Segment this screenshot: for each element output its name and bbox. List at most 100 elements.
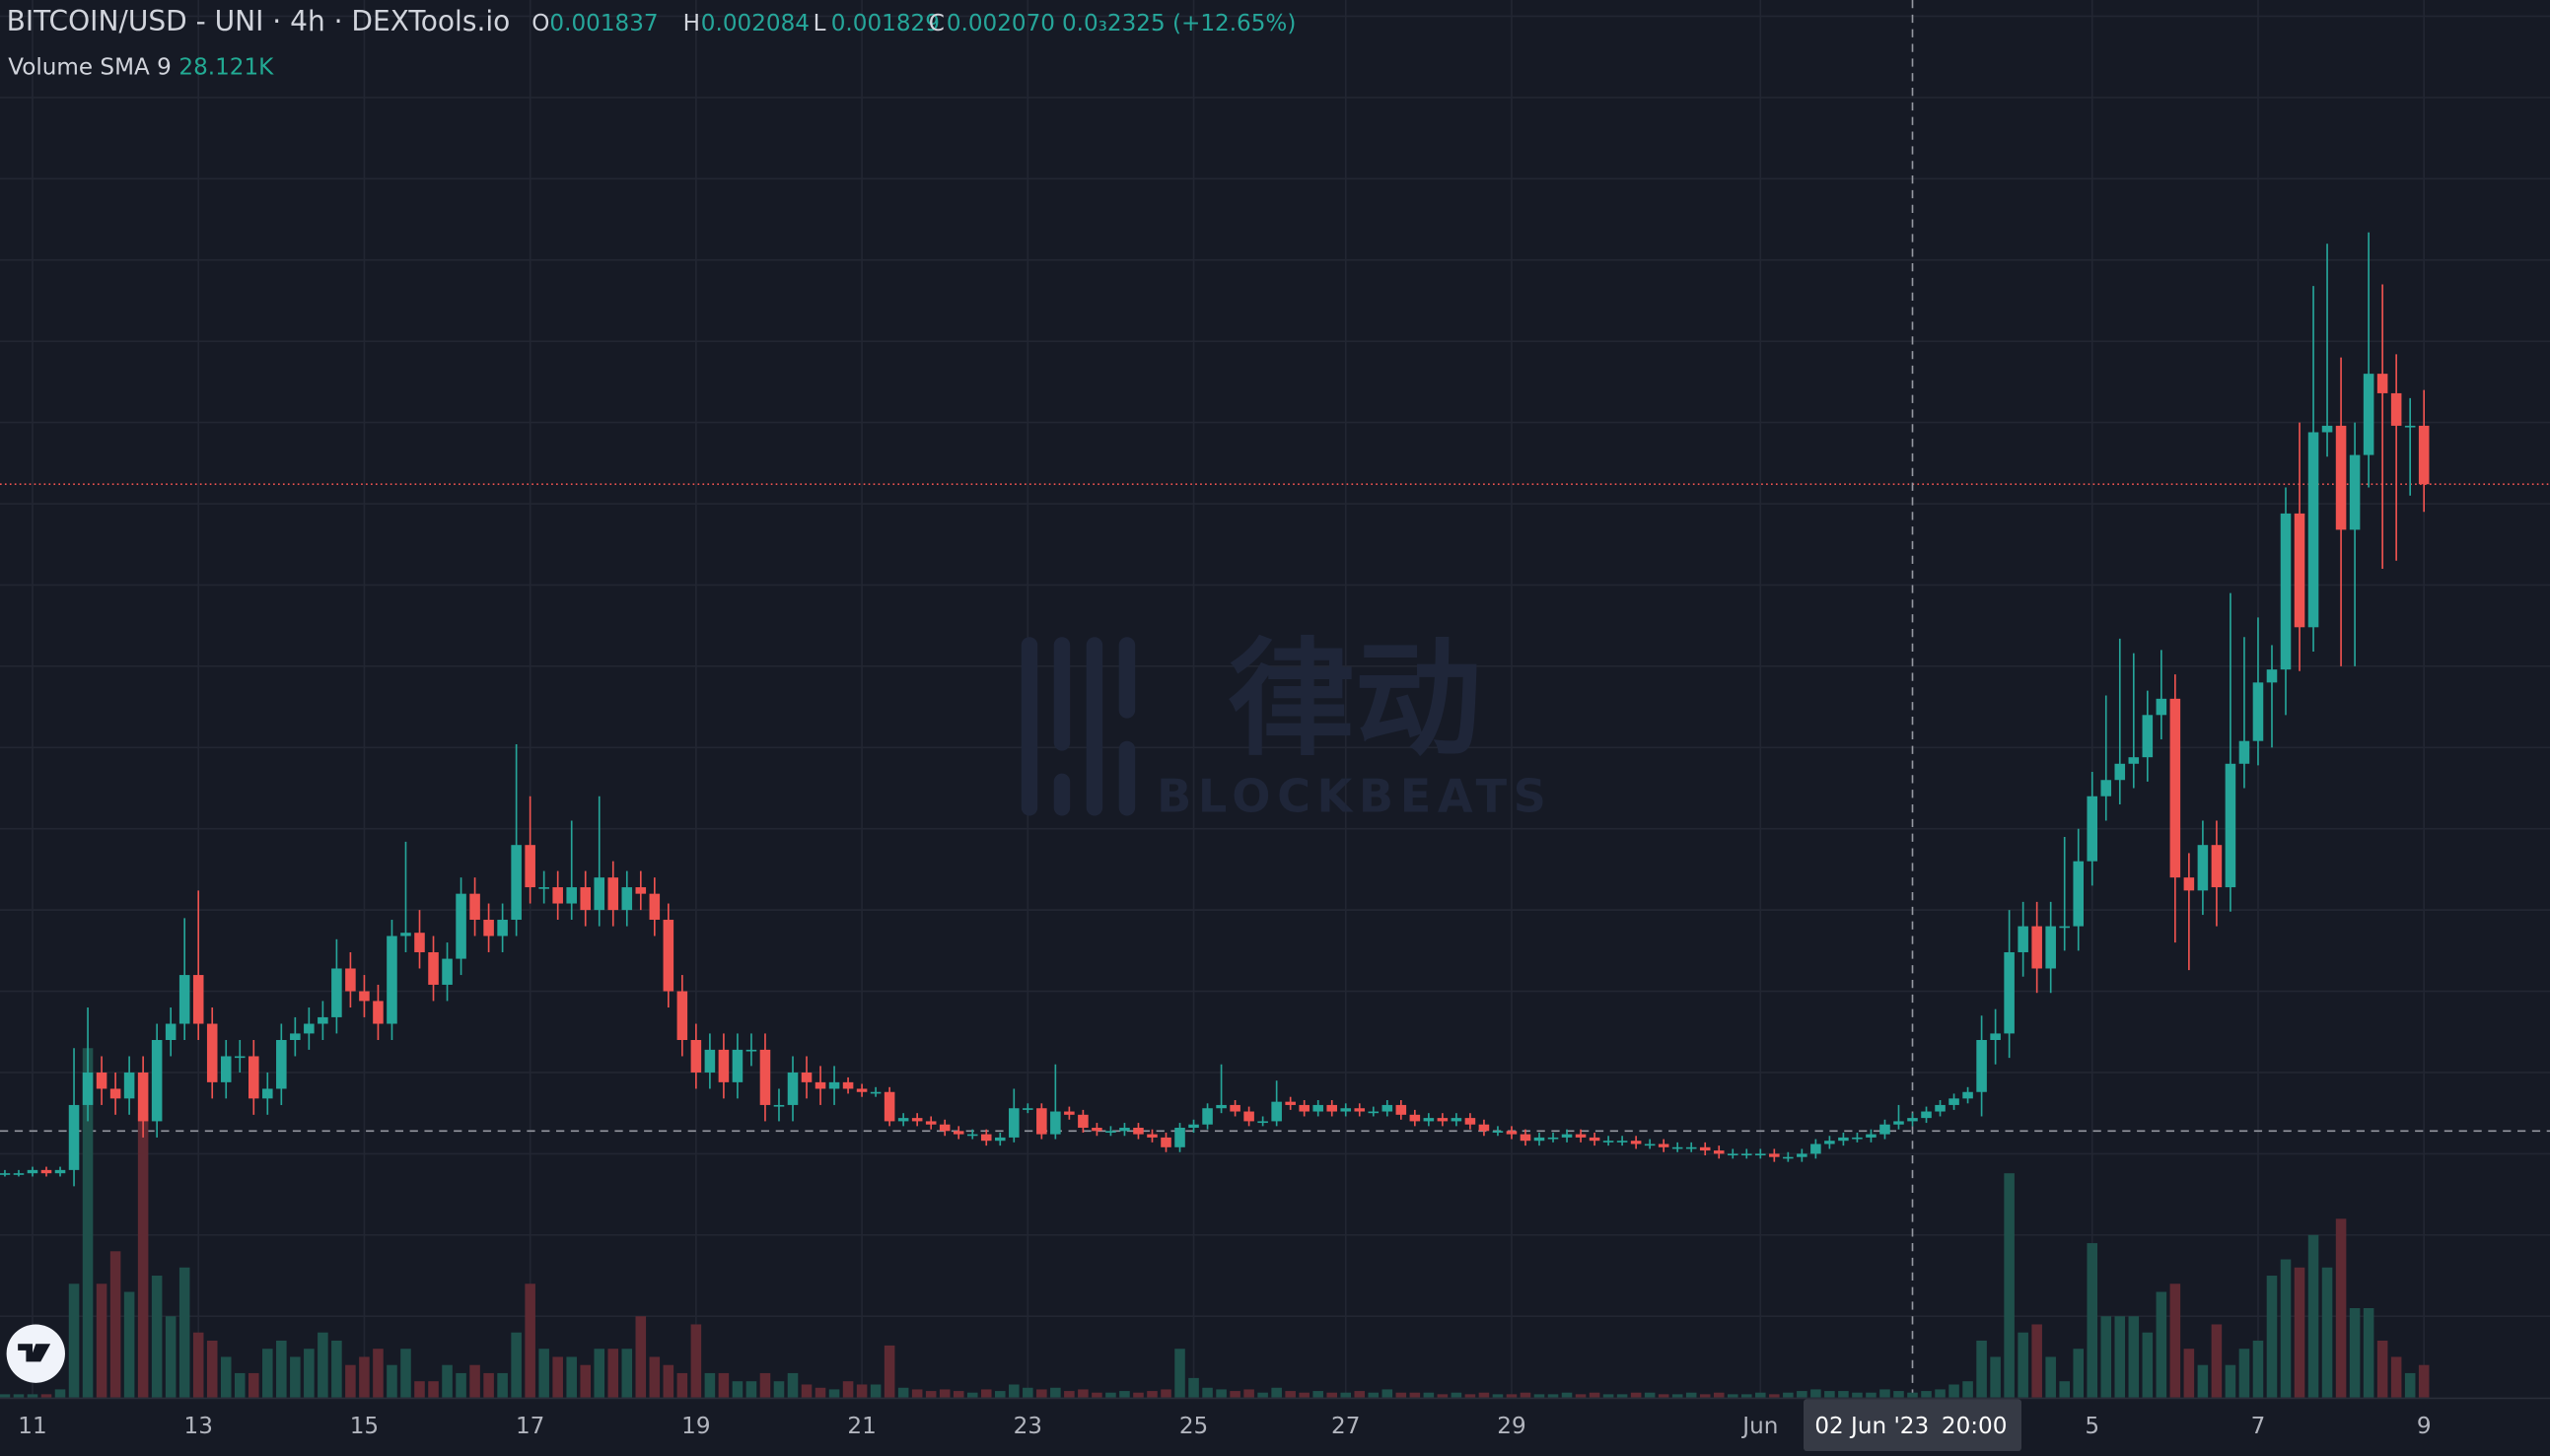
volume-label: Volume SMA 9 — [8, 55, 172, 81]
crosshair-date: 02 Jun '23 — [1814, 1414, 1929, 1439]
candle-body — [773, 1104, 785, 1107]
volume-bar — [1699, 1394, 1711, 1398]
candle-body — [2349, 454, 2361, 530]
volume-bar — [359, 1356, 370, 1398]
candle-body — [1810, 1144, 1821, 1154]
volume-bar — [815, 1387, 826, 1398]
volume-bar — [483, 1372, 494, 1398]
candle-body — [1326, 1104, 1338, 1112]
candle-body — [621, 887, 633, 911]
candle-body — [1948, 1098, 1959, 1105]
volume-bar — [68, 1283, 80, 1398]
candle-body — [1602, 1141, 1614, 1143]
candle-body — [911, 1118, 923, 1122]
volume-bar — [123, 1291, 135, 1398]
volume-bar — [1685, 1392, 1697, 1398]
candle-body — [1921, 1111, 1932, 1119]
candle-body — [483, 920, 494, 936]
volume-bar — [2100, 1316, 2112, 1398]
candle-body — [1824, 1141, 1835, 1144]
volume-bar — [759, 1372, 771, 1398]
candle-body — [2335, 425, 2347, 530]
candle-body — [718, 1049, 730, 1082]
candle-body — [1230, 1104, 1240, 1112]
candle-body — [165, 1023, 177, 1040]
candle-body — [607, 877, 619, 911]
candle-body — [1547, 1137, 1559, 1140]
volume-bar — [828, 1389, 840, 1398]
candle-body — [1078, 1114, 1089, 1129]
candle-body — [262, 1088, 273, 1099]
candle-body — [234, 1056, 246, 1059]
candle-body — [939, 1124, 951, 1132]
volume-bar — [1216, 1389, 1227, 1398]
candle-body — [0, 1173, 11, 1175]
candle-body — [13, 1173, 25, 1175]
volume-bar — [1962, 1381, 1973, 1398]
candle-body — [1216, 1104, 1227, 1109]
candle-body — [787, 1072, 799, 1105]
candle-body — [828, 1081, 840, 1089]
volume-bar — [538, 1349, 549, 1398]
candle-body — [345, 968, 356, 992]
x-tick-label: 13 — [184, 1414, 213, 1439]
volume-bar — [995, 1391, 1006, 1398]
symbol-title: BITCOIN/USD - UNI · 4h · DEXTools.io — [7, 5, 511, 37]
volume-bar — [842, 1381, 854, 1398]
tradingview-logo[interactable] — [6, 1324, 65, 1383]
watermark-name: BLOCKBEATS — [1157, 770, 1552, 823]
candle-body — [248, 1056, 259, 1099]
x-tick-label: 7 — [2251, 1414, 2266, 1439]
candle-body — [594, 877, 605, 911]
candle-body — [290, 1033, 301, 1040]
volume-bar — [594, 1349, 605, 1398]
volume-bar — [1105, 1392, 1116, 1398]
candle-body — [538, 887, 549, 889]
grid — [0, 0, 2550, 1398]
candle-body — [2059, 926, 2070, 929]
candle-body — [2390, 392, 2402, 426]
volume-bar — [469, 1364, 480, 1398]
candle-body — [2169, 698, 2181, 878]
candle-body — [27, 1169, 38, 1174]
ohlc-value: 0.001829 — [831, 11, 940, 36]
volume-bar — [0, 1394, 11, 1398]
candle-body — [1285, 1101, 1296, 1105]
candle-body — [1644, 1144, 1656, 1146]
candle-body — [1616, 1141, 1628, 1143]
volume-bar — [621, 1349, 633, 1398]
volume-bar — [2197, 1364, 2209, 1398]
axis-background — [0, 1397, 2550, 1456]
volume-bar — [1713, 1392, 1725, 1398]
volume-bar — [1506, 1394, 1518, 1398]
volume-bar — [304, 1349, 315, 1398]
candle-body — [1478, 1124, 1490, 1132]
x-tick-label: 25 — [1179, 1414, 1208, 1439]
candle-body — [856, 1088, 868, 1092]
candle-body — [1741, 1153, 1752, 1156]
volume-bar — [1202, 1387, 1213, 1398]
candle-body — [456, 893, 466, 959]
volume-bar — [870, 1384, 882, 1398]
candle-body — [2238, 740, 2250, 764]
volume-bar — [525, 1283, 535, 1398]
candle-body — [442, 958, 453, 985]
volume-bar — [552, 1356, 563, 1398]
watermark: 律动 BLOCKBEATS — [1021, 627, 1552, 823]
candle-body — [2321, 425, 2333, 433]
candle-body — [1340, 1108, 1352, 1112]
candle-body — [2376, 374, 2388, 393]
volume-bar — [732, 1381, 744, 1398]
volume-bar — [1119, 1391, 1130, 1398]
volume-bar — [262, 1349, 273, 1398]
volume-bar — [1727, 1394, 1738, 1398]
candle-body — [1630, 1141, 1642, 1144]
volume-bar — [414, 1381, 425, 1398]
candle-body — [566, 887, 577, 904]
volume-bar — [1395, 1392, 1407, 1398]
volume-bar — [663, 1364, 674, 1398]
volume-bar — [1354, 1391, 1366, 1398]
volume-bar — [1147, 1391, 1158, 1398]
volume-bar — [1492, 1394, 1504, 1398]
candle-body — [2073, 861, 2084, 927]
